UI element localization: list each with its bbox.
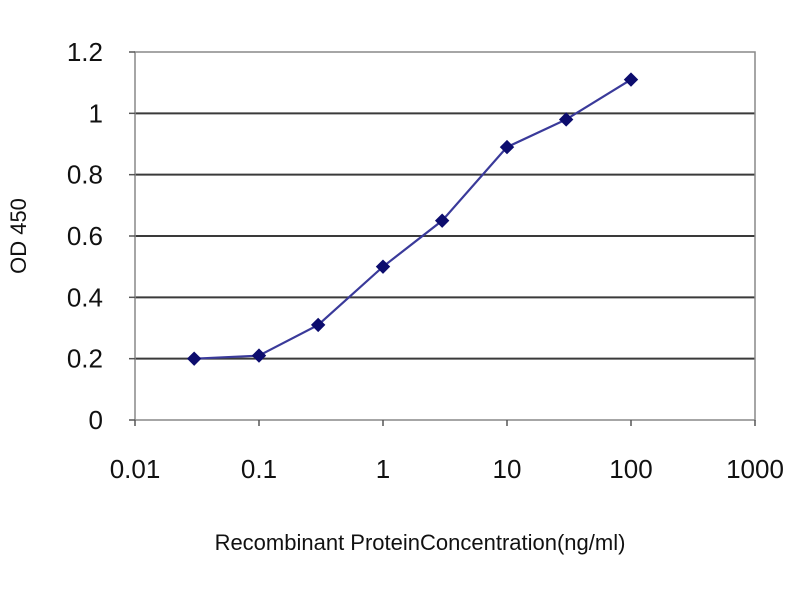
x-axis-title: Recombinant ProteinConcentration(ng/ml) [215, 530, 626, 555]
x-tick-label: 1 [376, 454, 390, 484]
x-tick-label: 10 [493, 454, 522, 484]
grid-lines [135, 112, 755, 360]
data-point [434, 213, 450, 228]
data-point [186, 351, 202, 366]
y-tick-label: 0.4 [67, 282, 103, 312]
x-tick-label: 1000 [726, 454, 784, 484]
data-point [623, 72, 639, 87]
data-point [375, 259, 391, 274]
x-tick-label: 0.01 [110, 454, 161, 484]
y-tick-label: 0 [89, 405, 103, 435]
y-tick-label: 0.2 [67, 344, 103, 374]
data-point [251, 348, 267, 363]
y-tick-label: 1 [89, 98, 103, 128]
series [186, 72, 639, 366]
y-tick-label: 0.6 [67, 221, 103, 251]
x-axis-ticks: 0.01 0.1 1 10 100 1000 [110, 420, 784, 484]
series-line [194, 78, 632, 360]
y-tick-label: 0.8 [67, 160, 103, 190]
data-point [499, 139, 515, 155]
y-axis-ticks: 0 0.2 0.4 0.6 0.8 1 1.2 [67, 37, 135, 435]
y-axis-title: OD 450 [6, 198, 31, 274]
y-tick-label: 1.2 [67, 37, 103, 67]
x-tick-label: 0.1 [241, 454, 277, 484]
data-point [558, 112, 574, 127]
x-tick-label: 100 [609, 454, 652, 484]
data-point [310, 317, 326, 333]
